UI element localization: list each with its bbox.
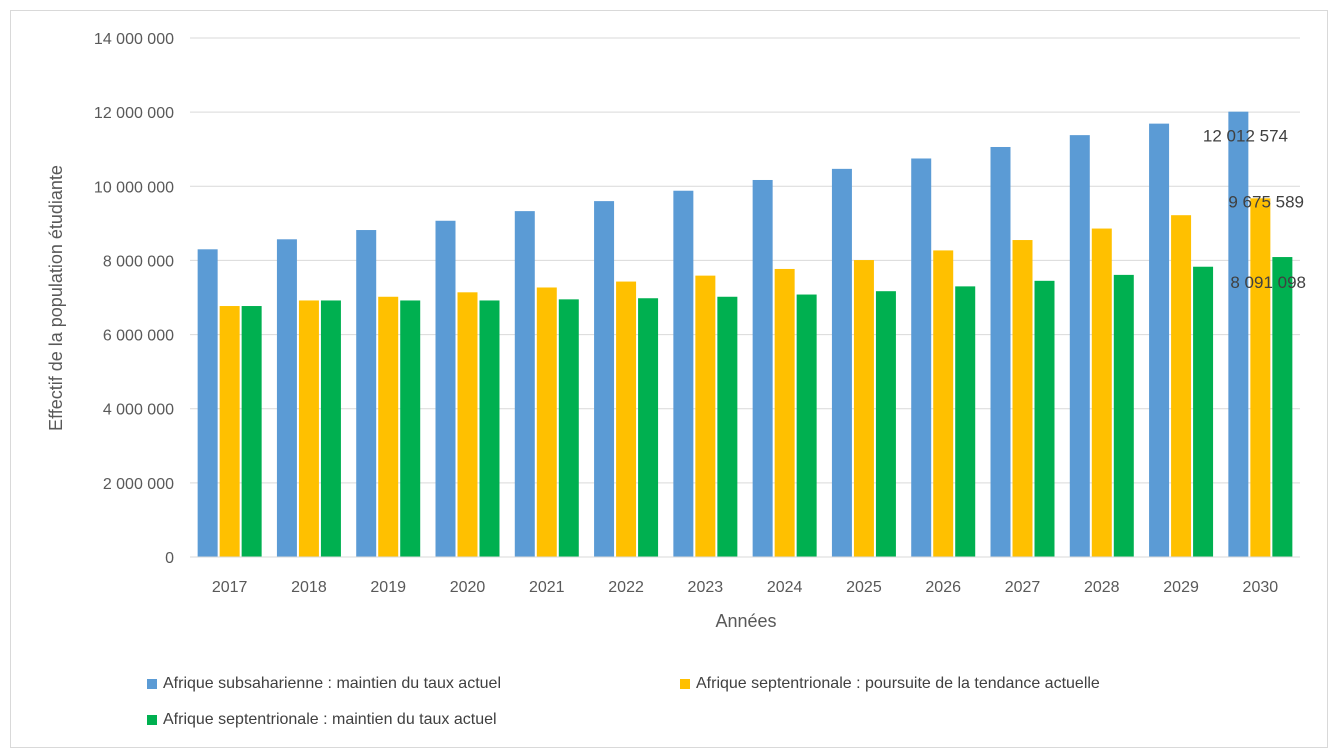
legend-item-north-current-rate: Afrique septentrionale : maintien du tau…: [147, 711, 497, 729]
legend-swatch: [147, 679, 157, 689]
legend-swatch: [147, 715, 157, 725]
bar-2021-series-2: [558, 299, 579, 557]
legend-swatch: [680, 679, 690, 689]
y-tick-label: 4 000 000: [103, 402, 174, 419]
x-axis-ticks: 2017 2018 2019 2020 2021 2022 2023 2024 2025 2026…: [212, 579, 1278, 596]
bar-2017-series-0: [197, 249, 218, 558]
x-tick-label: 2024: [767, 579, 803, 596]
bar-2029-series-1: [1171, 215, 1192, 558]
x-tick-label: 2021: [529, 579, 565, 596]
y-axis-ticks: 0 2 000 000 4 000 000 6 000 000 8 000 000 10 …: [94, 31, 174, 567]
x-axis-label: Années: [715, 611, 776, 631]
bar-2017-series-1: [219, 306, 240, 557]
bar-2019-series-0: [356, 230, 377, 557]
x-tick-label: 2020: [450, 579, 486, 596]
x-tick-label: 2026: [925, 579, 961, 596]
legend-label: Afrique subsaharienne : maintien du taux…: [163, 675, 501, 692]
x-tick-label: 2019: [370, 579, 406, 596]
data-label: 8 091 098: [1230, 273, 1306, 292]
data-label: 9 675 589: [1228, 192, 1304, 211]
bar-2025-series-0: [831, 168, 852, 558]
y-axis-label: Effectif de la population étudiante: [46, 165, 66, 431]
bar-2029-series-2: [1193, 266, 1214, 557]
data-labels: 12 012 574 9 675 589 8 091 098: [1203, 127, 1306, 292]
bar-2027-series-1: [1012, 240, 1033, 557]
bar-2022-series-1: [616, 281, 637, 557]
bar-2030-series-1: [1250, 198, 1271, 558]
bar-2017-series-2: [241, 306, 262, 557]
bar-2024-series-1: [774, 268, 795, 557]
bar-2026-series-2: [955, 286, 976, 557]
data-label: 12 012 574: [1203, 127, 1288, 146]
bar-2019-series-2: [400, 300, 421, 557]
bar-2021-series-1: [536, 287, 557, 557]
bar-2019-series-1: [378, 296, 399, 557]
bar-2027-series-2: [1034, 280, 1055, 557]
bar-2018-series-1: [298, 300, 319, 557]
bar-2023-series-2: [717, 296, 738, 557]
x-tick-label: 2028: [1084, 579, 1120, 596]
x-tick-label: 2018: [291, 579, 327, 596]
bar-2026-series-0: [911, 158, 932, 557]
bars: [197, 111, 1293, 558]
bar-2022-series-2: [638, 298, 659, 557]
bar-2024-series-0: [752, 179, 773, 557]
bar-2028-series-2: [1113, 274, 1134, 557]
bar-2020-series-0: [435, 220, 456, 557]
bar-2028-series-0: [1069, 135, 1090, 557]
bar-2029-series-0: [1149, 123, 1170, 557]
x-tick-label: 2030: [1243, 579, 1279, 596]
bar-2030-series-2: [1272, 257, 1293, 557]
legend-label: Afrique septentrionale : maintien du tau…: [163, 711, 497, 728]
bar-2021-series-0: [514, 211, 535, 557]
y-tick-label: 6 000 000: [103, 328, 174, 345]
bar-2025-series-1: [853, 260, 874, 557]
x-tick-label: 2017: [212, 579, 248, 596]
y-tick-label: 14 000 000: [94, 31, 174, 48]
bar-2025-series-2: [875, 291, 896, 557]
legend-item-north-trend: Afrique septentrionale : poursuite de la…: [680, 675, 1100, 693]
x-tick-label: 2023: [688, 579, 724, 596]
bar-2023-series-1: [695, 275, 716, 557]
bar-2020-series-1: [457, 292, 478, 557]
bar-2022-series-0: [594, 201, 615, 557]
y-tick-label: 12 000 000: [94, 105, 174, 122]
y-tick-label: 8 000 000: [103, 253, 174, 270]
bar-2024-series-2: [796, 294, 817, 557]
bar-2023-series-0: [673, 190, 694, 557]
bar-2027-series-0: [990, 146, 1011, 558]
bar-2028-series-1: [1091, 228, 1112, 557]
bar-2018-series-2: [320, 300, 341, 557]
bar-2018-series-0: [276, 239, 297, 557]
y-tick-label: 2 000 000: [103, 476, 174, 493]
legend-item-subsaharan-current-rate: Afrique subsaharienne : maintien du taux…: [147, 675, 501, 693]
bar-2030-series-0: [1228, 111, 1249, 557]
y-tick-label: 0: [165, 550, 174, 567]
bar-2020-series-2: [479, 300, 500, 557]
y-tick-label: 10 000 000: [94, 179, 174, 196]
x-tick-label: 2025: [846, 579, 882, 596]
x-tick-label: 2027: [1005, 579, 1041, 596]
x-tick-label: 2022: [608, 579, 644, 596]
legend-label: Afrique septentrionale : poursuite de la…: [696, 675, 1100, 692]
x-tick-label: 2029: [1163, 579, 1199, 596]
bar-2026-series-1: [933, 250, 954, 557]
